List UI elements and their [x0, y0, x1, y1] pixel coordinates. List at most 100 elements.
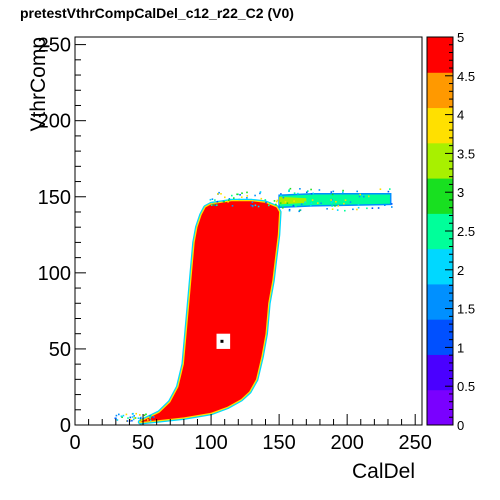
heatmap-cell: [276, 199, 279, 202]
x-tick-label: 250: [399, 432, 432, 454]
heatmap-cell: [279, 202, 282, 204]
heatmap-cell: [132, 418, 135, 421]
heatmap-cell: [268, 204, 270, 207]
heatmap-cell: [273, 200, 276, 202]
heatmap-cell: [310, 188, 312, 191]
heatmap-cell: [343, 202, 345, 205]
heatmap-cell: [289, 187, 292, 190]
heatmap-cell: [246, 191, 248, 194]
x-axis-label: CalDel: [352, 460, 415, 483]
heatmap-cell: [127, 417, 129, 419]
heatmap-cell: [116, 419, 119, 421]
heatmap-cell: [231, 194, 233, 197]
x-tick-label: 200: [330, 432, 363, 454]
heatmap-cell: [379, 188, 382, 190]
heatmap-cell: [361, 194, 364, 197]
palette-tick-label: 0.5: [457, 379, 475, 394]
heatmap-cell: [137, 417, 140, 419]
palette-tick-label: 5: [457, 30, 464, 45]
heatmap-cell: [224, 196, 226, 199]
heatmap-cell: [280, 194, 282, 197]
heatmap-cell: [293, 200, 295, 202]
heatmap-cell: [139, 414, 141, 416]
heatmap-cell: [238, 198, 240, 201]
x-tick-label: 150: [262, 432, 295, 454]
palette-tick-label: 3.5: [457, 146, 475, 161]
heatmap-cell: [211, 198, 214, 200]
y-axis-label: VthrComp: [27, 37, 50, 132]
heatmap-cell: [246, 197, 248, 199]
heatmap-cell: [371, 207, 374, 209]
heatmap-cell: [251, 205, 254, 208]
heatmap-cell: [356, 190, 358, 193]
heatmap-cell: [152, 416, 154, 419]
heatmap-cell: [275, 203, 277, 206]
y-tick-label: 50: [49, 339, 71, 361]
heatmap-cell: [312, 192, 314, 195]
heatmap-cell: [233, 197, 235, 199]
heatmap-cell: [298, 209, 301, 212]
heatmap-cell: [126, 420, 129, 422]
heatmap-cell: [326, 208, 328, 210]
palette-tick-label: 2: [457, 263, 464, 278]
heatmap-cell: [259, 191, 262, 193]
heatmap-cell: [391, 206, 393, 208]
heatmap-cell: [254, 204, 257, 207]
heatmap-cell: [223, 201, 225, 203]
heatmap-cell: [366, 195, 369, 198]
heatmap-cell: [231, 205, 234, 207]
heatmap-cell: [330, 191, 333, 193]
heatmap-cell: [115, 414, 118, 417]
palette-swatch: [427, 142, 453, 179]
heatmap-cell: [335, 201, 337, 203]
x-tick-label: 0: [69, 432, 80, 454]
heatmap-cell: [133, 417, 136, 419]
heatmap-cell: [328, 197, 330, 200]
heatmap-cell: [337, 205, 340, 207]
heatmap-cell: [228, 198, 231, 200]
palette-swatch: [427, 178, 453, 214]
heatmap-cell: [310, 202, 313, 204]
heatmap-hole-point: [220, 339, 224, 343]
heatmap-cell: [300, 203, 303, 206]
heatmap-cell: [216, 204, 218, 206]
heatmap-cell: [140, 419, 143, 421]
heatmap-cell: [357, 206, 360, 209]
palette-tick-label: 3: [457, 185, 464, 200]
heatmap-cell: [288, 189, 290, 191]
heatmap-cell: [209, 198, 212, 201]
heatmap-cell: [265, 201, 267, 204]
heatmap-cell: [286, 202, 289, 204]
x-axis: 0 50 100 150 200 250: [69, 414, 432, 454]
heatmap-cell: [363, 195, 365, 198]
heatmap-cell: [149, 419, 152, 422]
heatmap-cell: [254, 194, 256, 197]
heatmap-cell: [264, 199, 267, 201]
heatmap-cell: [331, 208, 334, 210]
heatmap-cell: [241, 196, 243, 198]
heatmap-cell: [257, 205, 260, 208]
heatmap-cell: [122, 414, 125, 417]
palette-swatch: [427, 354, 453, 391]
heatmap-cell: [357, 204, 360, 206]
heatmap-cell: [295, 205, 297, 207]
heatmap-cell: [280, 193, 282, 195]
heatmap-cell: [292, 204, 295, 207]
heatmap-cell: [213, 203, 215, 206]
heatmap-cell: [149, 415, 151, 417]
heatmap-cell: [389, 188, 391, 190]
palette-swatch: [427, 283, 453, 320]
heatmap-cell: [282, 207, 284, 209]
palette-tick-label: 4: [457, 108, 464, 123]
heatmap-cell: [288, 190, 290, 192]
heatmap-cell: [344, 199, 347, 201]
heatmap-cell: [298, 210, 300, 213]
heatmap-cell: [237, 193, 239, 196]
heatmap-cell: [139, 417, 142, 420]
heatmap-cell: [250, 204, 252, 207]
y-tick-label: 200: [38, 111, 71, 133]
heatmap-main-region: [140, 201, 280, 422]
heatmap-cell: [358, 195, 361, 198]
chart-title: pretestVthrCompCalDel_c12_r22_C2 (V0): [20, 5, 294, 21]
heatmap-cell: [210, 204, 213, 206]
